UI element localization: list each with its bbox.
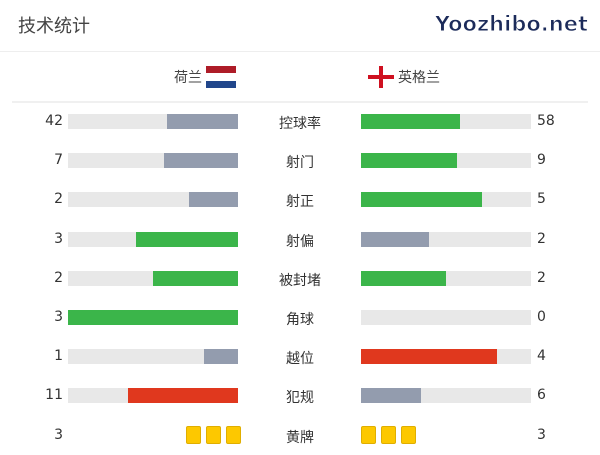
- away-bar: [361, 310, 531, 325]
- away-bar: [361, 388, 531, 404]
- home-value: 2: [54, 191, 63, 208]
- netherlands-flag-icon: [206, 66, 236, 88]
- yellow-card-icon: [381, 426, 396, 444]
- stat-row: 1 越位 4: [0, 347, 600, 367]
- home-bar: [68, 153, 238, 169]
- section-title: 技术统计: [18, 16, 90, 37]
- divider: [0, 51, 600, 52]
- stat-label: 角球: [286, 312, 314, 328]
- stat-label: 射门: [286, 155, 314, 172]
- away-team: 英格兰: [368, 66, 440, 88]
- home-bar-fill: [189, 192, 238, 208]
- home-bar-fill: [163, 153, 238, 169]
- stat-label: 黄牌: [286, 430, 314, 446]
- away-bar-fill: [361, 349, 497, 365]
- away-bar: [361, 114, 531, 129]
- away-bar-fill: [361, 270, 446, 286]
- home-bar-fill: [204, 349, 238, 365]
- away-bar-fill: [361, 114, 460, 129]
- home-bar: [68, 192, 238, 208]
- home-yellow-cards: [186, 426, 241, 444]
- home-value: 7: [54, 152, 63, 169]
- home-value: 3: [54, 427, 63, 443]
- yellow-card-icon: [206, 426, 221, 444]
- home-bar-fill: [153, 270, 238, 286]
- home-value: 3: [54, 309, 63, 325]
- home-bar: [68, 270, 238, 286]
- away-bar: [361, 231, 531, 247]
- away-bar: [361, 270, 531, 286]
- away-value: 2: [537, 230, 546, 247]
- away-value: 5: [537, 191, 546, 208]
- away-value: 0: [537, 309, 546, 325]
- stat-row: 7 射门 9: [0, 151, 600, 171]
- teams-header: 荷兰 英格兰: [0, 66, 600, 90]
- away-value: 2: [537, 269, 546, 286]
- stat-row: 3 射偏 2: [0, 230, 600, 250]
- stat-row-yellow-cards: 3 黄牌 3: [0, 426, 600, 446]
- stat-label: 射正: [286, 194, 314, 211]
- away-bar-fill: [361, 153, 457, 169]
- home-bar-fill: [166, 114, 238, 129]
- away-value: 4: [537, 348, 546, 365]
- home-bar-fill: [136, 231, 238, 247]
- away-value: 6: [537, 387, 546, 404]
- away-bar-fill: [361, 231, 429, 247]
- yellow-card-icon: [186, 426, 201, 444]
- away-value: 58: [537, 113, 555, 129]
- home-bar: [68, 310, 238, 325]
- yellow-card-icon: [401, 426, 416, 444]
- stat-label: 越位: [286, 351, 314, 368]
- away-bar-fill: [361, 192, 483, 208]
- home-bar-fill: [68, 310, 238, 325]
- away-bar-fill: [361, 388, 421, 404]
- divider: [12, 101, 588, 103]
- home-bar: [68, 349, 238, 365]
- home-bar: [68, 231, 238, 247]
- home-value: 42: [45, 113, 63, 129]
- home-bar: [68, 388, 238, 404]
- away-yellow-cards: [361, 426, 416, 444]
- yellow-card-icon: [361, 426, 376, 444]
- yellow-card-icon: [226, 426, 241, 444]
- away-bar: [361, 153, 531, 169]
- home-bar: [68, 114, 238, 129]
- stat-row: 2 射正 5: [0, 190, 600, 210]
- away-value: 9: [537, 152, 546, 169]
- stat-label: 犯规: [286, 390, 314, 407]
- home-value: 1: [54, 348, 63, 365]
- home-bar-fill: [128, 388, 238, 404]
- home-team: 荷兰: [174, 66, 236, 88]
- away-team-name: 英格兰: [398, 70, 440, 86]
- home-value: 2: [54, 269, 63, 286]
- stat-row: 11 犯规 6: [0, 386, 600, 406]
- stat-label: 射偏: [286, 233, 314, 250]
- watermark: Yoozhibo.net: [434, 12, 588, 37]
- stat-row: 2 被封堵 2: [0, 269, 600, 289]
- stat-row: 42 控球率 58: [0, 112, 600, 132]
- away-bar: [361, 349, 531, 365]
- away-value: 3: [537, 427, 546, 443]
- stat-label: 被封堵: [279, 272, 321, 289]
- home-value: 3: [54, 230, 63, 247]
- england-flag-icon: [368, 66, 394, 88]
- stat-label: 控球率: [279, 116, 321, 132]
- home-team-name: 荷兰: [174, 70, 202, 86]
- stat-row: 3 角球 0: [0, 308, 600, 328]
- home-value: 11: [45, 387, 63, 404]
- away-bar: [361, 192, 531, 208]
